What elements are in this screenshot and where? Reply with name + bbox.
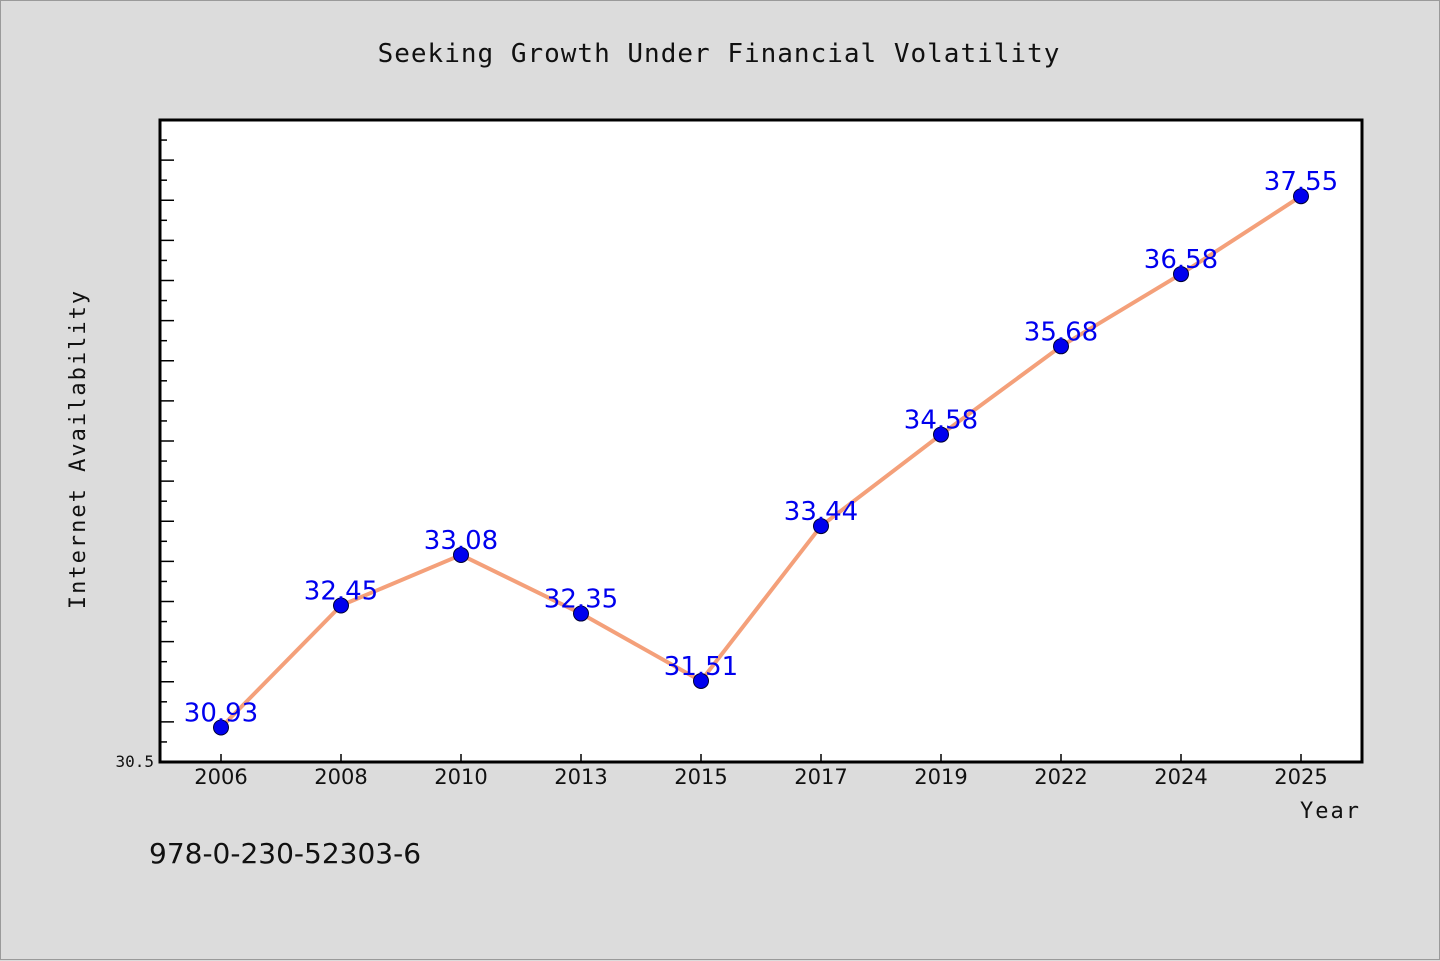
data-label: 34.58: [904, 406, 978, 436]
x-tick-label: 2025: [1274, 765, 1327, 789]
data-label: 33.44: [784, 497, 858, 527]
x-tick-label: 2008: [314, 765, 367, 789]
chart-title: Seeking Growth Under Financial Volatilit…: [378, 39, 1061, 69]
data-point: [573, 605, 589, 622]
data-label: 31.51: [664, 652, 738, 682]
x-tick-label: 2019: [914, 765, 967, 789]
data-label: 37.55: [1264, 167, 1338, 197]
isbn-footnote: 978-0-230-52303-6: [149, 837, 421, 870]
data-point: [813, 518, 829, 535]
x-tick-label: 2010: [434, 765, 487, 789]
data-label: 33.08: [424, 526, 498, 556]
x-tick-label: 2013: [554, 765, 607, 789]
plot-area: [158, 118, 1364, 764]
y-axis-ticks: [160, 119, 174, 763]
data-label: 35.68: [1024, 317, 1098, 347]
y-tick-label: 30.5: [115, 752, 154, 771]
data-point: [1293, 188, 1309, 205]
series-group: 30.93 32.45 33.08 32.35 31.51 33.44 34.58 35.68…: [184, 167, 1338, 736]
y-axis-label: Internet Availability: [66, 289, 91, 609]
data-point: [213, 719, 229, 736]
x-tick-label: 2017: [794, 765, 847, 789]
x-axis-label: Year: [1300, 799, 1361, 824]
data-point: [333, 597, 349, 614]
data-point: [1053, 338, 1069, 355]
x-tick-label: 2015: [674, 765, 727, 789]
x-tick-label: 2024: [1154, 765, 1207, 789]
data-point: [933, 426, 949, 443]
data-label: 32.45: [304, 577, 378, 607]
x-tick-label: 2022: [1034, 765, 1087, 789]
data-point: [453, 546, 469, 563]
x-tick-label: 2006: [194, 765, 247, 789]
data-label: 30.93: [184, 698, 258, 728]
series-line: [219, 194, 1303, 729]
data-point: [1173, 266, 1189, 283]
data-label: 32.35: [544, 585, 618, 615]
x-axis-ticks: 2006 2008 2010 2013 2015 2017 2019 2022 2024 2025: [194, 754, 1328, 789]
data-point: [693, 672, 709, 689]
data-label: 36.58: [1144, 245, 1218, 275]
